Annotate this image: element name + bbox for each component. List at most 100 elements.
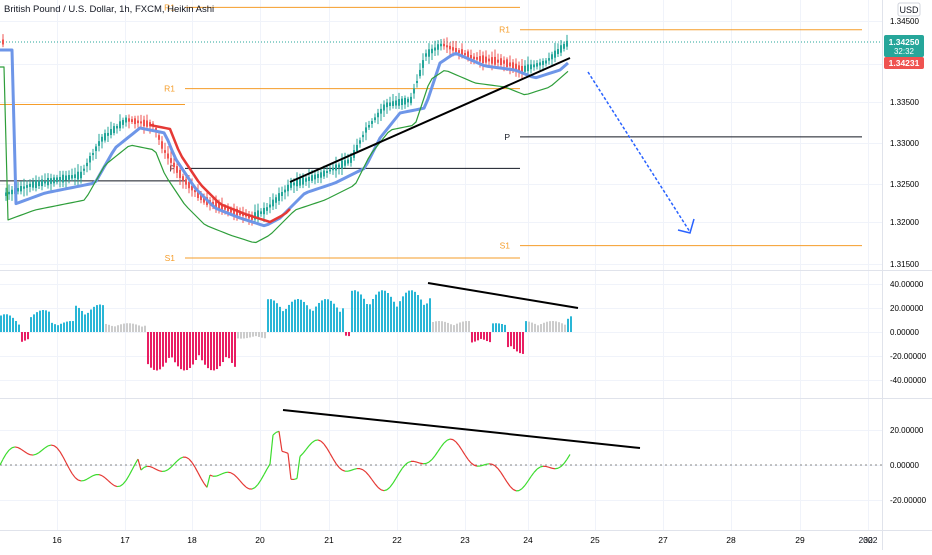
candle [317,174,319,178]
histogram-bar [111,326,113,332]
price-axis-tick: 1.32500 [890,180,919,189]
histogram-bar [459,322,461,332]
candle [434,47,436,50]
histogram-bar [147,332,149,364]
candle [86,163,88,166]
candle [455,48,457,52]
candle [377,113,379,117]
hist-axis-tick: -20.00000 [890,352,927,361]
candle [452,47,454,50]
candle [74,174,76,178]
histogram-bar [192,332,194,365]
candle [485,57,487,63]
candle [539,62,541,65]
histogram-bar [372,299,374,332]
histogram-bar [330,301,332,332]
histogram-bar [300,300,302,332]
oscillator-segment [540,466,543,467]
candle [119,121,121,128]
histogram-bar [237,332,239,338]
pivot-label: S1 [500,241,511,251]
histogram-bar [519,332,521,353]
histogram-bar [315,307,317,332]
candle [422,60,424,68]
candle [68,175,70,180]
candle [2,40,4,45]
candle [320,172,322,177]
candle [20,186,22,191]
candle [185,179,187,184]
histogram-bar [189,332,191,368]
candle [566,41,568,47]
hist-axis-tick: -40.00000 [890,376,927,385]
histogram-bar [486,332,488,341]
candle [359,140,361,143]
candle [101,137,103,142]
histogram-bar [504,325,506,332]
histogram-bar [375,295,377,332]
histogram-bar [567,319,569,332]
candle [479,56,481,61]
time-axis-tick: 24 [523,535,533,545]
histogram-bar [27,332,29,339]
time-axis-tick: 29 [795,535,805,545]
candle [491,57,493,64]
candle [473,57,475,60]
candle [65,176,67,181]
histogram-bar [363,299,365,332]
histogram-bar [24,332,26,341]
histogram-bar [267,299,269,332]
histogram-bar [402,296,404,332]
hist-axis-tick: 20.00000 [890,304,924,313]
oscillator-segment [315,440,318,441]
candle [458,50,460,53]
osc-axis-tick: 20.00000 [890,426,924,435]
candle [263,208,265,214]
candle [347,160,349,164]
histogram-bar [168,332,170,358]
candle [431,49,433,53]
histogram-bar [276,303,278,332]
candle [113,126,115,133]
oscillator-segment [12,447,15,448]
histogram-bar [63,323,65,332]
histogram-bar [243,332,245,338]
candle [107,133,109,136]
histogram-bar [72,321,74,332]
histogram-bar [318,303,320,332]
histogram-bar [396,307,398,332]
histogram-bar [186,332,188,370]
candle [497,60,499,63]
histogram-bar [264,332,266,338]
candle [164,150,166,153]
histogram-bar [270,299,272,332]
histogram-bar [531,323,533,332]
candle [287,185,289,191]
histogram-bar [456,324,458,332]
histogram-bar [360,294,362,332]
candle [548,58,550,61]
candle [269,205,271,208]
candle [158,135,160,140]
histogram-bar [207,332,209,368]
candle [284,190,286,193]
candle [512,62,514,69]
candle [278,193,280,201]
histogram-bar [450,324,452,332]
price-axis-tick: 1.33500 [890,98,919,107]
histogram-bar [153,332,155,370]
histogram-bar [90,310,92,332]
histogram-bar [423,305,425,332]
oscillator-segment [33,454,36,455]
histogram-bar [12,318,14,332]
histogram-bar [258,332,260,337]
histogram-bar [528,322,530,332]
histogram-bar [213,332,215,370]
pivot-label: R1 [499,25,510,35]
histogram-bar [564,325,566,332]
histogram-bar [123,324,125,332]
histogram-bar [303,302,305,332]
histogram-bar [327,299,329,332]
histogram-bar [477,332,479,340]
